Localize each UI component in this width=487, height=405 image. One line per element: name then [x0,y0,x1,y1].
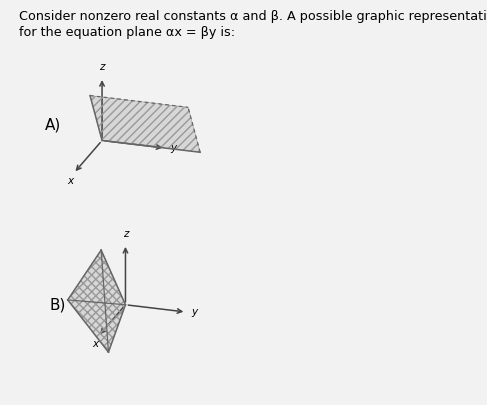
Text: y: y [191,307,197,317]
Polygon shape [90,96,200,152]
Text: z: z [123,229,128,239]
Text: y: y [170,143,176,153]
Text: x: x [68,176,74,186]
Polygon shape [68,250,126,352]
Text: A): A) [45,117,61,132]
Text: Consider nonzero real constants α and β. A possible graphic representation: Consider nonzero real constants α and β.… [19,10,487,23]
Text: z: z [99,62,105,72]
Text: x: x [93,339,98,349]
Text: for the equation plane αx = βy is:: for the equation plane αx = βy is: [19,26,236,39]
Text: B): B) [50,297,66,312]
